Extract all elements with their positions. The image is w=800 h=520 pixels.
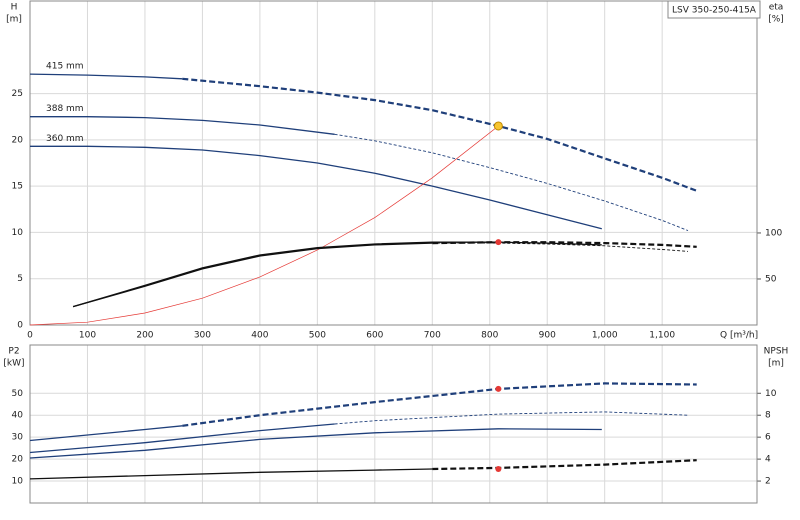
y-tick-label: 10 (12, 228, 24, 238)
y2-axis-label: NPSH (764, 347, 789, 357)
curve (334, 133, 689, 232)
curve (72, 241, 602, 308)
y2-axis-label: eta (769, 3, 784, 13)
curve-label: 388 mm (46, 104, 84, 114)
curve (29, 125, 499, 326)
x-tick-label: 1,000 (592, 331, 618, 341)
x-tick-label: 200 (136, 331, 153, 341)
y-tick-label: 20 (12, 135, 24, 145)
y-axis-label: P2 (8, 347, 19, 357)
y-tick-label: 40 (12, 411, 24, 421)
curve (29, 423, 335, 454)
x-tick-label: 900 (539, 331, 556, 341)
curve (29, 425, 183, 442)
plot-frame (29, 0, 758, 326)
duty-point (495, 239, 502, 246)
x-tick-label: 300 (194, 331, 211, 341)
y-axis-unit: [m] (6, 15, 22, 25)
curve (30, 116, 335, 135)
y-axis-label: H (11, 3, 18, 13)
curve-label: 360 mm (46, 134, 84, 144)
curve (432, 459, 697, 471)
y2-tick-label: 8 (765, 411, 771, 421)
curve (29, 428, 602, 459)
y2-axis-unit: [%] (768, 15, 784, 25)
y-tick-label: 0 (17, 321, 23, 331)
x-tick-label: 700 (424, 331, 441, 341)
x-tick-label: 1,100 (649, 331, 675, 341)
y-tick-label: 5 (17, 274, 23, 284)
curve (72, 242, 433, 308)
curve (182, 382, 697, 427)
curve-label: 415 mm (46, 62, 84, 72)
y2-tick-label: 50 (765, 274, 777, 284)
y2-tick-label: 100 (765, 228, 782, 238)
duty-point (493, 121, 503, 131)
x-tick-label: 400 (251, 331, 268, 341)
y-tick-label: 30 (12, 433, 24, 443)
y-axis-unit: [kW] (3, 359, 24, 369)
y-tick-label: 15 (12, 182, 23, 192)
x-tick-label: 600 (366, 331, 383, 341)
duty-point (495, 385, 502, 392)
y2-tick-label: 6 (765, 433, 771, 443)
curve (29, 73, 183, 80)
x-tick-label: 500 (309, 331, 326, 341)
y2-tick-label: 4 (765, 455, 771, 465)
curve (334, 411, 689, 425)
duty-point (495, 465, 502, 472)
curve (30, 145, 602, 230)
x-tick-label: 100 (79, 331, 96, 341)
x-axis-label: Q [m³/h] (720, 331, 758, 341)
plot-frame (29, 344, 758, 504)
x-tick-label: 800 (481, 331, 498, 341)
curve (182, 77, 698, 192)
title-box (667, 0, 761, 19)
curve (29, 468, 433, 480)
y2-tick-label: 2 (765, 477, 771, 487)
chart-title: LSV 350-250-415A (672, 6, 757, 16)
y-tick-label: 25 (12, 89, 23, 99)
x-tick-label: 0 (27, 331, 33, 341)
curve (432, 242, 689, 252)
y2-axis-unit: [m] (768, 359, 784, 369)
y-tick-label: 10 (12, 477, 24, 487)
y2-tick-label: 10 (765, 389, 777, 399)
y-tick-label: 20 (12, 455, 24, 465)
y-tick-label: 50 (12, 389, 24, 399)
